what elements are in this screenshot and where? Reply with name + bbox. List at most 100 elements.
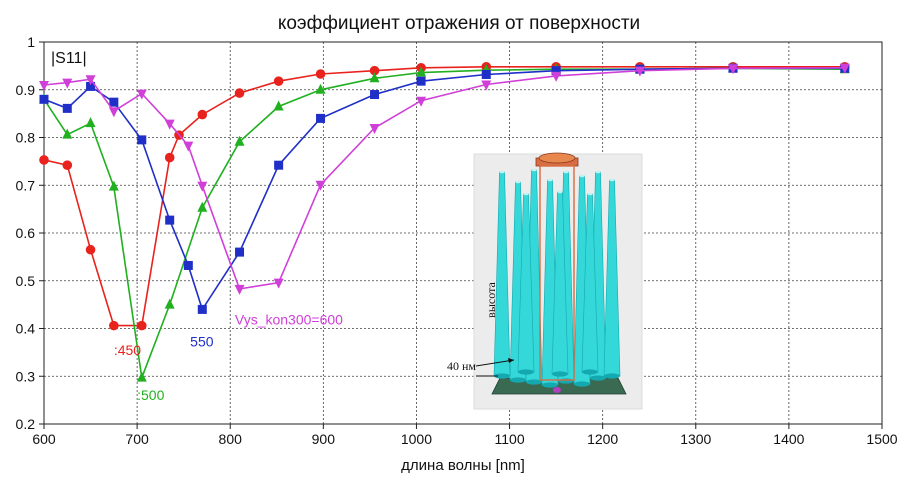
data-point [136, 320, 147, 331]
inset-pillar-tip [563, 170, 569, 174]
data-point [86, 81, 96, 91]
y-tick-label: 0.3 [16, 368, 36, 384]
data-point [634, 66, 645, 77]
x-tick-label: 900 [312, 431, 336, 447]
data-point [108, 107, 119, 118]
inset-port-icon [535, 152, 579, 393]
data-point [416, 76, 426, 86]
data-point [164, 152, 175, 163]
inset-structure-image: высота 40 нм [447, 152, 643, 410]
data-point [369, 123, 380, 134]
inset-pillar-foot [582, 369, 598, 375]
data-point [62, 160, 73, 170]
y-tick-label: 0.2 [16, 416, 36, 432]
data-point [273, 278, 284, 289]
series-label: :450 [114, 342, 141, 358]
x-tick-label: 1300 [680, 431, 711, 447]
data-point [183, 141, 194, 152]
series-3 [39, 63, 850, 295]
plot-area: 600 700 800 900 1000 1100 1200 1300 1400 1500 0.2 0… [16, 34, 898, 447]
x-tick-label: 1200 [587, 431, 618, 447]
y-tick-label: 0.6 [16, 225, 36, 241]
data-point [551, 71, 562, 82]
inset-pillar-tip [609, 178, 615, 182]
data-point [109, 97, 119, 107]
data-point [165, 215, 175, 225]
data-point [416, 66, 427, 77]
x-tick-label: 600 [32, 431, 56, 447]
inset-pillar-foot [510, 377, 526, 383]
inset-pillar-tip [547, 178, 553, 182]
series-label: :500 [137, 387, 164, 403]
x-tick-label: 1000 [401, 431, 432, 447]
y-tick-label: 0.4 [16, 321, 36, 337]
inset-pillar-foot [574, 381, 590, 387]
data-point [62, 78, 73, 89]
inset-pillar-tip [499, 170, 505, 174]
data-point [316, 113, 326, 123]
x-tick-label: 800 [219, 431, 243, 447]
inset-pillar-foot [604, 373, 620, 379]
inset-pillar-tip [579, 174, 585, 178]
data-point [197, 181, 208, 192]
data-point [315, 69, 326, 79]
y-tick-label: 0.7 [16, 177, 36, 193]
data-point [85, 244, 96, 255]
inset-arrow [475, 359, 515, 367]
inset-pillar-tip [587, 192, 593, 196]
y-tick-label: 0.9 [16, 82, 36, 98]
plot-background [44, 42, 882, 424]
inset-width-label: 40 нм [447, 359, 476, 373]
series-line [43, 66, 845, 327]
series-label: 550 [190, 334, 214, 350]
data-point [39, 155, 49, 165]
inset-pillar-tip [531, 168, 537, 172]
data-point [273, 100, 284, 111]
data-point [416, 96, 427, 107]
data-point [481, 80, 492, 91]
inset-pillar-foot [542, 382, 558, 388]
data-point [136, 89, 147, 100]
y-axis-label: |S11| [51, 50, 87, 67]
data-point [85, 117, 96, 128]
data-point [109, 320, 119, 331]
x-tick-label: 1100 [495, 431, 525, 447]
inset-pillar-tip [595, 170, 601, 174]
data-point [164, 119, 175, 130]
series-line [43, 67, 845, 290]
x-tick-label: 1500 [866, 431, 897, 447]
inset-pillar-foot [552, 371, 568, 377]
series-label: Vys_kon300=600 [235, 312, 343, 328]
inset-pillar-foot [558, 378, 574, 384]
y-tick-label: 0.5 [16, 273, 36, 289]
data-point [62, 103, 72, 113]
y-tick-label: 0.8 [16, 130, 36, 146]
data-point [234, 284, 245, 295]
data-point [839, 63, 850, 74]
data-series [39, 62, 850, 382]
data-point [62, 128, 73, 139]
data-point [315, 180, 326, 191]
data-point [197, 109, 208, 120]
inset-pillar-foot [526, 379, 542, 385]
data-point [108, 180, 119, 191]
data-point [39, 94, 49, 104]
data-point [183, 260, 193, 270]
data-point [137, 135, 147, 145]
inset-pillar-tip [557, 190, 563, 194]
data-point [274, 160, 284, 170]
data-point [234, 135, 245, 146]
inset-pillar-foot [590, 375, 606, 381]
series-labels: :450 :500 550 Vys_kon300=600 [114, 312, 343, 403]
inset-pillar-foot [518, 369, 534, 375]
inset-pillar-foot [494, 373, 510, 379]
data-point [273, 76, 284, 86]
inset-height-label: высота [484, 282, 498, 318]
y-tick-label: 1 [27, 34, 35, 50]
inset-pillar-tip [515, 180, 521, 184]
data-point [370, 90, 380, 100]
data-point [197, 201, 208, 212]
chart-title: коэффициент отражения от поверхности [278, 13, 640, 34]
data-point [728, 64, 739, 75]
